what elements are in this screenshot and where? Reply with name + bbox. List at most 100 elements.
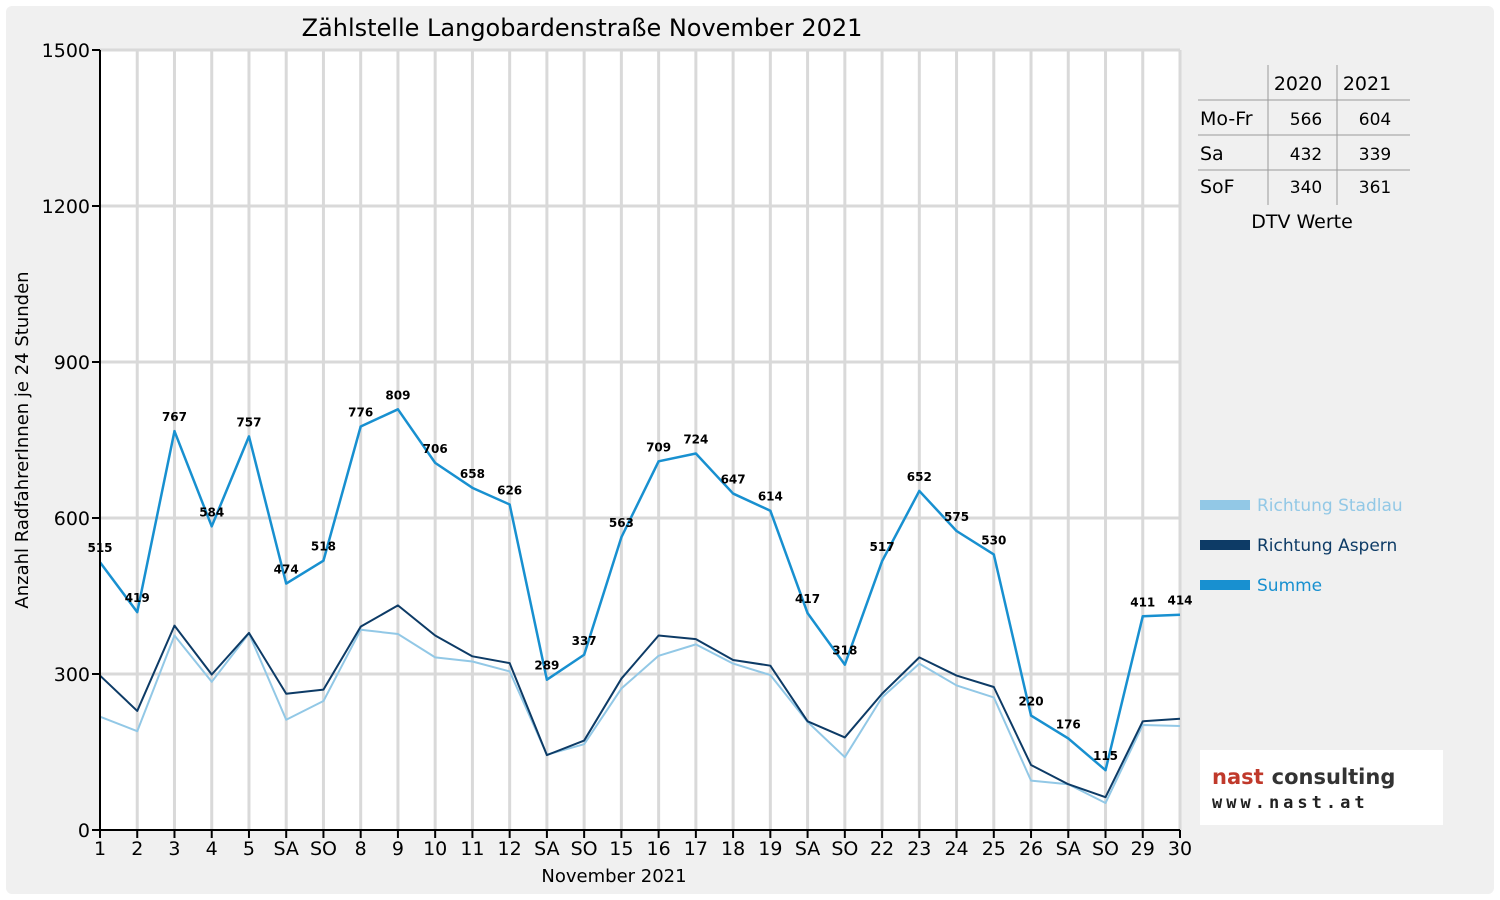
series-line-3 [98,408,1181,772]
x-tick-label: SO [831,838,858,860]
series-line-2 [99,604,1181,799]
legend-label: Summe [1257,576,1322,596]
series-line-1 [99,628,1181,804]
dtv-year-2020: 2020 [1274,73,1322,95]
logo-url: www.nast.at [1212,793,1369,813]
grid [100,48,1182,830]
data-label: 776 [348,405,373,419]
data-label: 517 [870,540,895,554]
x-tick-label: 2 [131,838,143,860]
data-label: 289 [534,659,559,673]
data-label: 530 [981,533,1006,547]
y-tick-labels: 0 300 600 900 1200 1500 [42,40,90,842]
x-axis-title: November 2021 [541,866,686,887]
y-tick-label: 0 [78,820,90,842]
logo-wordmark: nast consulting [1212,765,1395,789]
x-tick-label: 1 [94,838,106,860]
x-tick-labels: 1 2 3 4 5 SA SO 8 9 10 11 12 SA SO 15 16 17 18 19 SA SO 22 23 2… [94,838,1192,860]
dtv-sa-2021: 339 [1359,145,1391,165]
dtv-sof-2021: 361 [1359,178,1391,198]
x-tick-label: 4 [206,838,218,860]
plot-area [100,50,1180,830]
x-tick-label: 15 [609,838,633,860]
dtv-sof-2020: 340 [1290,178,1322,198]
x-tick-label: 24 [944,838,968,860]
y-tick-label: 300 [54,664,90,686]
data-label: 757 [236,415,261,429]
data-label: 115 [1093,749,1118,763]
logo: nast consulting www.nast.at [1200,750,1443,825]
data-label: 724 [683,433,708,447]
series-lines [98,408,1181,804]
legend-label: Richtung Aspern [1257,536,1397,556]
x-tick-label: SA [795,838,820,860]
dtv-label-sof: SoF [1200,176,1235,198]
data-label: 584 [199,505,224,519]
data-label: 337 [572,634,597,648]
axes [92,49,1181,838]
dtv-label-sa: Sa [1200,143,1224,165]
data-label: 414 [1167,594,1192,608]
data-label: 626 [497,483,522,497]
y-tick-label: 600 [54,508,90,530]
data-label: 652 [907,470,932,484]
data-label: 614 [758,490,783,504]
logo-word-consulting: consulting [1272,765,1396,789]
legend-swatch [1200,540,1250,550]
x-tick-label: 19 [758,838,782,860]
x-tick-label: 16 [647,838,671,860]
data-label: 411 [1130,595,1155,609]
data-label: 563 [609,516,634,530]
x-tick-label: 23 [907,838,931,860]
x-tick-label: 18 [721,838,745,860]
data-label: 419 [125,591,150,605]
x-tick-label: 10 [423,838,447,860]
data-label: 220 [1019,695,1044,709]
chart-title: Zählstelle Langobardenstraße November 20… [302,14,863,42]
x-tick-label: 30 [1168,838,1192,860]
dtv-sa-2020: 432 [1290,145,1322,165]
x-tick-label: 9 [392,838,404,860]
dtv-year-2021: 2021 [1343,73,1391,95]
dtv-label-mofr: Mo-Fr [1200,108,1253,130]
legend-label: Richtung Stadlau [1257,496,1403,516]
x-tick-label: SO [571,838,598,860]
x-tick-label: 8 [355,838,367,860]
data-label: 647 [721,473,746,487]
data-label: 706 [423,442,448,456]
data-label: 417 [795,592,820,606]
x-tick-label: 11 [460,838,484,860]
x-tick-label: SA [534,838,559,860]
x-tick-label: SO [310,838,337,860]
y-axis-title: Anzahl RadfahrerInnen je 24 Stunden [12,271,33,608]
data-label: 767 [162,410,187,424]
data-label: 515 [87,541,112,555]
x-tick-label: 29 [1131,838,1155,860]
x-tick-label: SO [1092,838,1119,860]
dtv-mofr-2020: 566 [1290,110,1322,130]
data-label: 318 [832,644,857,658]
y-tick-label: 1200 [42,196,90,218]
data-label: 709 [646,440,671,454]
x-tick-label: 17 [684,838,708,860]
x-tick-label: 22 [870,838,894,860]
data-label: 176 [1056,717,1081,731]
data-labels: 515 419 767 584 757 474 518 776 809 706 658 626 289 3… [87,388,1192,763]
data-label: 518 [311,540,336,554]
x-tick-label: 3 [168,838,180,860]
logo-box [1200,750,1443,825]
y-tick-label: 900 [54,352,90,374]
logo-word-nast: nast [1212,765,1264,789]
dtv-table: 2020 2021 Mo-Fr 566 604 Sa 432 339 SoF 3… [1198,65,1410,233]
data-label: 575 [944,510,969,524]
x-tick-label: SA [1056,838,1081,860]
data-label: 658 [460,467,485,481]
dtv-caption: DTV Werte [1251,211,1353,233]
x-tick-label: 5 [243,838,255,860]
legend-swatch [1200,500,1250,510]
legend: Richtung Stadlau Richtung Aspern Summe [1200,496,1403,596]
x-tick-label: 25 [982,838,1006,860]
y-tick-label: 1500 [42,40,90,62]
data-label: 474 [274,563,299,577]
